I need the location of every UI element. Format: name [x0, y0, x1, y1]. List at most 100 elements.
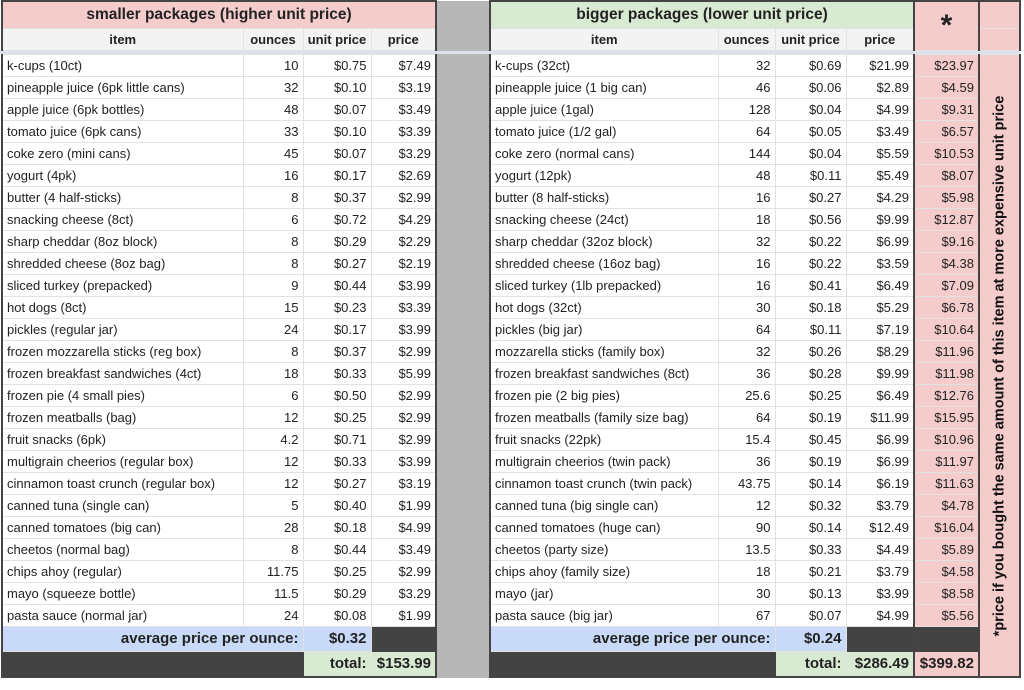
right-ounces-cell[interactable]: 48: [717, 164, 776, 187]
left-ounces-cell[interactable]: 8: [242, 230, 304, 253]
gap-cell[interactable]: [435, 494, 491, 517]
right-unit-price-cell[interactable]: $0.69: [774, 54, 847, 77]
left-item-cell[interactable]: chips ahoy (regular): [1, 560, 244, 583]
left-ounces-cell[interactable]: 4.2: [242, 428, 304, 451]
right-price-cell[interactable]: $6.19: [845, 472, 915, 495]
gap-cell[interactable]: [435, 318, 491, 341]
equiv-avg-filler[interactable]: [913, 626, 980, 652]
left-unit-price-cell[interactable]: $0.29: [302, 582, 372, 605]
right-ounces-cell[interactable]: 32: [717, 54, 776, 77]
right-price-cell[interactable]: $3.79: [845, 560, 915, 583]
left-total-value[interactable]: $153.99: [370, 651, 437, 678]
right-item-cell[interactable]: pineapple juice (1 big can): [489, 76, 719, 99]
left-item-cell[interactable]: multigrain cheerios (regular box): [1, 450, 244, 473]
left-ounces-cell[interactable]: 12: [242, 472, 304, 495]
right-item-cell[interactable]: canned tuna (big single can): [489, 494, 719, 517]
gap-cell[interactable]: [435, 230, 491, 253]
left-ounces-cell[interactable]: 45: [242, 142, 304, 165]
right-item-cell[interactable]: sliced turkey (1lb prepacked): [489, 274, 719, 297]
left-unit-price-cell[interactable]: $0.33: [302, 450, 372, 473]
gap-cell[interactable]: [435, 516, 491, 539]
left-avg-label[interactable]: average price per ounce:: [1, 626, 304, 652]
right-header-ounces[interactable]: ounces: [717, 28, 776, 51]
gap-cell[interactable]: [435, 296, 491, 319]
left-price-cell[interactable]: $3.19: [370, 472, 437, 495]
left-unit-price-cell[interactable]: $0.25: [302, 560, 372, 583]
left-item-cell[interactable]: hot dogs (8ct): [1, 296, 244, 319]
left-item-cell[interactable]: pickles (regular jar): [1, 318, 244, 341]
left-item-cell[interactable]: coke zero (mini cans): [1, 142, 244, 165]
right-ounces-cell[interactable]: 128: [717, 98, 776, 121]
right-ounces-cell[interactable]: 32: [717, 230, 776, 253]
right-item-cell[interactable]: shredded cheese (16oz bag): [489, 252, 719, 275]
right-item-cell[interactable]: yogurt (12pk): [489, 164, 719, 187]
left-unit-price-cell[interactable]: $0.10: [302, 76, 372, 99]
gap-cell[interactable]: [435, 274, 491, 297]
right-price-cell[interactable]: $6.49: [845, 274, 915, 297]
equivalent-price-cell[interactable]: $6.78: [913, 296, 980, 319]
left-unit-price-cell[interactable]: $0.25: [302, 406, 372, 429]
left-price-cell[interactable]: $3.39: [370, 120, 437, 143]
right-ounces-cell[interactable]: 25.6: [717, 384, 776, 407]
left-item-cell[interactable]: fruit snacks (6pk): [1, 428, 244, 451]
equivalent-price-cell[interactable]: $6.57: [913, 120, 980, 143]
right-unit-price-cell[interactable]: $0.27: [774, 186, 847, 209]
left-total-label[interactable]: total:: [302, 651, 372, 678]
gap-cell[interactable]: [435, 560, 491, 583]
left-unit-price-cell[interactable]: $0.08: [302, 604, 372, 627]
footnote-cell[interactable]: *price if you bought the same amount of …: [978, 54, 1021, 678]
left-item-cell[interactable]: canned tuna (single can): [1, 494, 244, 517]
right-unit-price-cell[interactable]: $0.21: [774, 560, 847, 583]
right-price-cell[interactable]: $8.29: [845, 340, 915, 363]
right-item-cell[interactable]: frozen meatballs (family size bag): [489, 406, 719, 429]
left-unit-price-cell[interactable]: $0.10: [302, 120, 372, 143]
left-item-cell[interactable]: frozen mozzarella sticks (reg box): [1, 340, 244, 363]
right-ounces-cell[interactable]: 64: [717, 120, 776, 143]
right-price-cell[interactable]: $7.19: [845, 318, 915, 341]
equivalent-price-cell[interactable]: $11.96: [913, 340, 980, 363]
left-unit-price-cell[interactable]: $0.29: [302, 230, 372, 253]
left-unit-price-cell[interactable]: $0.17: [302, 164, 372, 187]
right-price-cell[interactable]: $3.99: [845, 582, 915, 605]
right-item-cell[interactable]: pasta sauce (big jar): [489, 604, 719, 627]
right-price-cell[interactable]: $4.49: [845, 538, 915, 561]
left-ounces-cell[interactable]: 11.5: [242, 582, 304, 605]
left-unit-price-cell[interactable]: $0.37: [302, 186, 372, 209]
right-avg-filler[interactable]: [845, 626, 915, 652]
left-unit-price-cell[interactable]: $0.44: [302, 538, 372, 561]
right-item-cell[interactable]: coke zero (normal cans): [489, 142, 719, 165]
left-ounces-cell[interactable]: 8: [242, 252, 304, 275]
right-total-value[interactable]: $286.49: [845, 651, 915, 678]
right-price-cell[interactable]: $4.29: [845, 186, 915, 209]
left-item-cell[interactable]: frozen pie (4 small pies): [1, 384, 244, 407]
right-item-cell[interactable]: k-cups (32ct): [489, 54, 719, 77]
right-unit-price-cell[interactable]: $0.13: [774, 582, 847, 605]
equivalent-price-cell[interactable]: $7.09: [913, 274, 980, 297]
left-ounces-cell[interactable]: 32: [242, 76, 304, 99]
left-item-cell[interactable]: frozen meatballs (bag): [1, 406, 244, 429]
gap-cell[interactable]: [435, 450, 491, 473]
gap-cell[interactable]: [435, 54, 491, 77]
left-item-cell[interactable]: yogurt (4pk): [1, 164, 244, 187]
left-unit-price-cell[interactable]: $0.44: [302, 274, 372, 297]
right-ounces-cell[interactable]: 46: [717, 76, 776, 99]
right-item-cell[interactable]: butter (8 half-sticks): [489, 186, 719, 209]
left-unit-price-cell[interactable]: $0.71: [302, 428, 372, 451]
left-ounces-cell[interactable]: 48: [242, 98, 304, 121]
equivalent-price-cell[interactable]: $10.96: [913, 428, 980, 451]
left-item-cell[interactable]: canned tomatoes (big can): [1, 516, 244, 539]
right-item-cell[interactable]: apple juice (1gal): [489, 98, 719, 121]
right-unit-price-cell[interactable]: $0.14: [774, 472, 847, 495]
left-item-cell[interactable]: k-cups (10ct): [1, 54, 244, 77]
equivalent-price-cell[interactable]: $15.95: [913, 406, 980, 429]
left-ounces-cell[interactable]: 24: [242, 604, 304, 627]
left-price-cell[interactable]: $1.99: [370, 494, 437, 517]
right-ounces-cell[interactable]: 30: [717, 296, 776, 319]
right-ounces-cell[interactable]: 18: [717, 560, 776, 583]
right-total-label[interactable]: total:: [774, 651, 847, 678]
left-item-cell[interactable]: pineapple juice (6pk little cans): [1, 76, 244, 99]
right-ounces-cell[interactable]: 43.75: [717, 472, 776, 495]
right-item-cell[interactable]: snacking cheese (24ct): [489, 208, 719, 231]
right-ounces-cell[interactable]: 67: [717, 604, 776, 627]
equivalent-price-cell[interactable]: $11.63: [913, 472, 980, 495]
